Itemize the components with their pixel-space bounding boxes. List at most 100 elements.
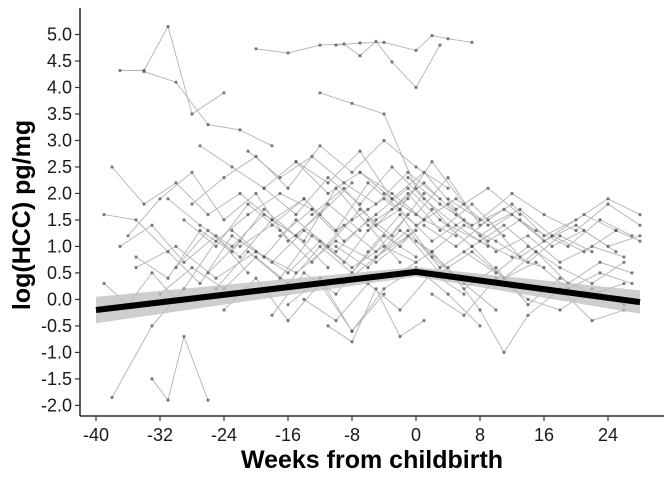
data-point: [510, 213, 514, 217]
data-point: [342, 223, 346, 227]
data-point: [118, 244, 122, 248]
trajectory-line: [383, 176, 641, 237]
data-point: [214, 239, 218, 243]
data-point: [414, 85, 418, 90]
data-point: [198, 223, 202, 227]
data-point: [214, 276, 218, 280]
data-point: [590, 244, 594, 248]
y-tick-label: 2.0: [47, 183, 72, 203]
data-point: [374, 287, 378, 291]
data-point: [382, 138, 386, 143]
data-point: [414, 213, 418, 217]
data-point: [246, 149, 250, 153]
data-point: [526, 244, 530, 248]
data-point: [614, 250, 618, 254]
data-point: [358, 41, 362, 45]
trajectory-line: [255, 40, 441, 89]
data-point: [510, 255, 514, 259]
data-point: [238, 239, 242, 243]
data-point: [358, 149, 362, 153]
data-point: [406, 228, 410, 233]
data-point: [366, 223, 370, 227]
data-points: [102, 24, 642, 402]
fitted-trend: [95, 268, 641, 313]
x-tick-label: -24: [211, 425, 237, 445]
data-point: [550, 244, 554, 248]
data-point: [590, 250, 594, 254]
data-point: [350, 329, 354, 333]
data-point: [422, 197, 426, 201]
data-point: [390, 234, 394, 238]
data-point: [102, 281, 106, 286]
data-point: [294, 271, 298, 275]
data-point: [246, 213, 250, 217]
data-point: [430, 250, 434, 254]
trajectory-line: [103, 214, 265, 285]
data-point: [286, 51, 290, 55]
data-point: [590, 319, 594, 323]
data-point: [478, 324, 482, 328]
data-point: [366, 250, 370, 254]
data-point: [638, 239, 642, 243]
data-point: [286, 319, 290, 323]
data-point: [446, 266, 450, 270]
data-point: [374, 218, 378, 222]
data-point: [502, 234, 506, 238]
data-point: [582, 213, 586, 217]
data-point: [318, 91, 322, 95]
data-point: [430, 239, 434, 243]
y-tick-label: 4.0: [47, 77, 72, 97]
data-point: [430, 160, 434, 164]
data-point: [182, 260, 186, 264]
data-point: [510, 191, 514, 196]
x-tick-label: -40: [83, 425, 109, 445]
data-point: [534, 228, 538, 233]
data-point: [142, 70, 146, 74]
data-point: [374, 223, 378, 227]
trajectory-line: [295, 150, 521, 215]
data-point: [350, 101, 354, 105]
data-point: [174, 80, 178, 84]
data-point: [630, 271, 634, 275]
data-point: [462, 218, 466, 222]
data-point: [246, 271, 250, 275]
data-point: [374, 260, 378, 264]
data-point: [414, 255, 418, 259]
trajectory-line: [255, 240, 417, 274]
data-point: [174, 181, 178, 185]
data-point: [574, 223, 578, 227]
data-point: [422, 223, 426, 227]
x-axis-ticks: -40 -32 -24 -16 -8 0 8 16 24: [83, 416, 618, 445]
trajectory-line: [135, 230, 417, 279]
data-point: [526, 303, 530, 307]
data-point: [294, 160, 298, 164]
data-point: [246, 202, 250, 206]
data-point: [374, 213, 378, 217]
trajectory-line: [343, 235, 633, 290]
data-point: [310, 234, 314, 238]
data-point: [326, 324, 330, 328]
data-point: [318, 244, 322, 248]
data-point: [518, 218, 522, 222]
data-point: [174, 244, 178, 248]
data-point: [254, 276, 258, 280]
data-point: [454, 197, 458, 201]
y-tick-label: 1.0: [47, 236, 72, 256]
data-point: [542, 234, 546, 238]
data-point: [550, 234, 554, 238]
data-point: [254, 250, 258, 254]
data-point: [558, 308, 562, 312]
data-point: [246, 250, 250, 254]
data-point: [462, 287, 466, 291]
data-point: [334, 186, 338, 190]
data-point: [390, 191, 394, 196]
trajectory-line: [447, 192, 641, 232]
data-point: [382, 287, 386, 291]
data-point: [414, 48, 418, 53]
trajectory-line: [103, 272, 177, 306]
data-point: [486, 223, 490, 227]
data-point: [230, 234, 234, 238]
data-point: [334, 319, 338, 323]
data-point: [142, 202, 146, 206]
data-point: [606, 197, 610, 201]
